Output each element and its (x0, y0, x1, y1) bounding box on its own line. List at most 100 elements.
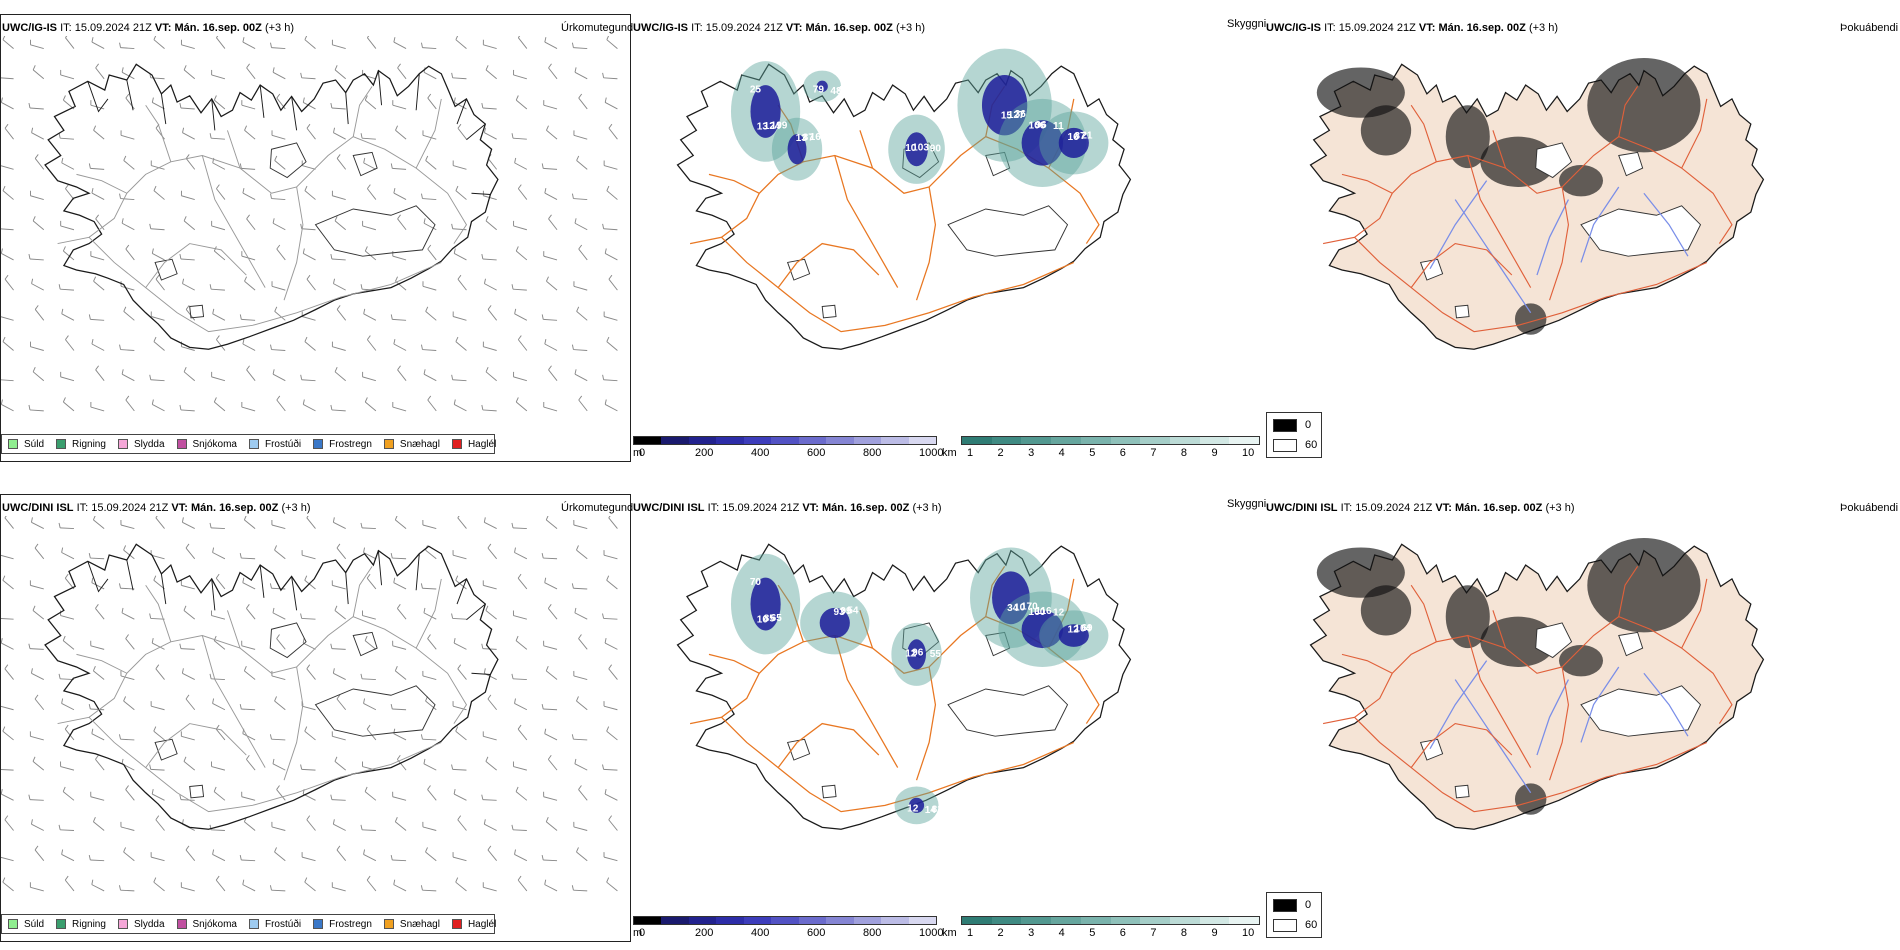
ceiling-value-label: 85 (764, 614, 776, 625)
wind-barb (153, 341, 165, 351)
wind-barb (393, 884, 407, 892)
wind-barb (485, 371, 497, 382)
wind-barb (331, 799, 346, 801)
wind-barb-flag (515, 246, 519, 252)
wind-barb (151, 705, 165, 711)
visibility-colorbar: km 1 2 3 4 5 6 7 8 9 10 (942, 916, 1260, 946)
wind-barb-flag (62, 246, 66, 252)
wind-barb-flag (608, 815, 613, 821)
glacier-outline (1535, 622, 1573, 659)
wind-barb-flag (485, 756, 489, 762)
fog-area (1360, 585, 1412, 636)
wind-barb (29, 258, 44, 261)
wind-barb-flag (149, 613, 152, 619)
wind-barb-flag (65, 184, 69, 189)
wind-barb-flag (212, 849, 215, 855)
wind-barb (546, 280, 558, 291)
wind-barb (246, 218, 256, 231)
wind-barb (93, 670, 105, 680)
ceiling-value-label: 12 (1053, 607, 1065, 618)
ceiling-colorbar: m 0 200 400 600 800 1000 (633, 916, 943, 946)
wind-barb (514, 853, 528, 862)
colorbar-tick: 6 (1119, 447, 1126, 459)
road (1467, 635, 1532, 768)
wind-barb-flag (544, 879, 547, 885)
wind-barb-flag (336, 154, 341, 159)
vt-value: Mán. 16.sep. 00Z (805, 22, 893, 34)
ceiling-value-label: 87 (1074, 131, 1086, 142)
wind-barb (395, 129, 407, 140)
wind-barb-flag (216, 184, 220, 189)
wind-barb (393, 343, 407, 351)
wind-barb (452, 228, 467, 231)
wind-barb (246, 608, 256, 620)
road (352, 566, 373, 617)
wind-barb (180, 648, 195, 650)
ceiling-value-label: 163 (810, 132, 827, 143)
colorbar-unit: km (942, 927, 957, 939)
wind-barb (364, 791, 377, 801)
wind-barb (331, 107, 346, 110)
wind-barb (271, 134, 286, 140)
ceiling-area (992, 571, 1030, 625)
ceiling-value-label: 103 (912, 142, 929, 153)
wind-barb-flag (123, 696, 127, 702)
wind-barb-flag (334, 65, 338, 71)
wind-barb (63, 401, 75, 412)
wind-barb (484, 823, 497, 831)
colorbar-tick: 10 (1242, 447, 1255, 459)
wind-barb (457, 517, 467, 529)
wind-barb (60, 288, 74, 291)
wind-barb-flag (183, 65, 187, 71)
road (708, 173, 760, 194)
wind-barb (185, 158, 196, 170)
wind-barb (514, 162, 528, 170)
wind-barb-flag (545, 816, 549, 822)
wind-barb (608, 278, 618, 291)
wind-barb-flag (88, 704, 91, 710)
wind-barb-flag (153, 877, 157, 883)
wind-barb (91, 41, 105, 50)
wind-barb-flag (153, 36, 157, 40)
wind-barb (241, 645, 256, 650)
wind-barb (1, 554, 14, 560)
wind-barb (603, 768, 618, 771)
wind-barb (366, 728, 377, 741)
wind-barb-flag (215, 875, 220, 881)
wind-barb (487, 547, 498, 560)
wind-barb (153, 579, 165, 590)
wind-barb (182, 283, 195, 291)
wind-barb (425, 700, 437, 711)
wind-barb (484, 283, 497, 291)
wind-barb (544, 343, 558, 351)
fjord-line (291, 96, 298, 131)
wind-barb (60, 527, 74, 530)
wind-barb (517, 37, 528, 49)
wind-barb-flag (606, 726, 610, 732)
wind-barb (574, 71, 588, 80)
wind-barb (422, 198, 437, 201)
precip-legend-item: Rigning (56, 439, 106, 450)
glacier-outline (947, 205, 1069, 257)
wind-barb (573, 587, 588, 590)
precip-legend-item: Rigning (56, 919, 106, 930)
wind-barb-flag (61, 157, 64, 163)
wind-barb (485, 610, 497, 620)
wind-barb-flag (61, 698, 64, 704)
wind-barb-flag (571, 344, 574, 350)
wind-barb (181, 886, 195, 892)
wind-barb (32, 761, 45, 771)
wind-barb (125, 638, 135, 650)
wind-barb (181, 735, 195, 741)
wind-barb (544, 192, 558, 200)
wind-barb (183, 220, 196, 231)
wind-barb-flag (457, 123, 462, 129)
wind-barb (548, 218, 558, 231)
ceiling-value-label: 99 (840, 606, 852, 617)
wind-barb-flag (1, 399, 3, 405)
fog-map (1309, 538, 1765, 830)
wind-barb-flag (246, 755, 250, 760)
wind-barb-flag (548, 365, 552, 371)
wind-barb-flag (608, 274, 613, 280)
